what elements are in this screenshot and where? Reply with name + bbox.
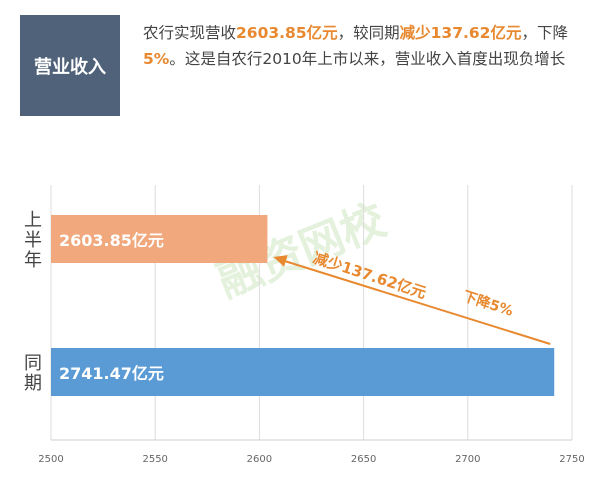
summary-text: 农行实现营收2603.85亿元，较同期减少137.62亿元，下降5%。这是自农行…: [143, 24, 568, 68]
x-tick-label-5: 2750: [559, 454, 584, 465]
x-tick-label-3: 2650: [351, 454, 376, 465]
x-tick-label-0: 2500: [38, 454, 63, 465]
decrease-percent: 5%: [143, 50, 170, 68]
category-label-1-0: 同: [24, 353, 42, 374]
x-tick-label-4: 2700: [455, 454, 480, 465]
category-label-0-1: 半: [24, 230, 42, 251]
bar-0: [51, 215, 268, 263]
bar-value-label-1: 2741.47亿元: [59, 364, 164, 383]
decrease-value: 减少137.62亿元: [399, 24, 522, 42]
revenue-value: 2603.85亿元: [236, 24, 338, 42]
annotation-percent-text: 下降5%: [461, 288, 516, 320]
x-tick-label-1: 2550: [142, 454, 167, 465]
bar-value-label-0: 2603.85亿元: [59, 231, 164, 250]
bar-1: [51, 348, 555, 396]
annotation-arrowhead: [273, 255, 288, 267]
annotation-arrow-line: [281, 259, 551, 345]
section-badge: 营业收入: [20, 15, 120, 116]
category-label-0-2: 年: [24, 250, 42, 271]
category-label-1-1: 期: [24, 373, 42, 394]
category-label-0-0: 上: [24, 210, 42, 231]
x-tick-label-2: 2600: [247, 454, 272, 465]
